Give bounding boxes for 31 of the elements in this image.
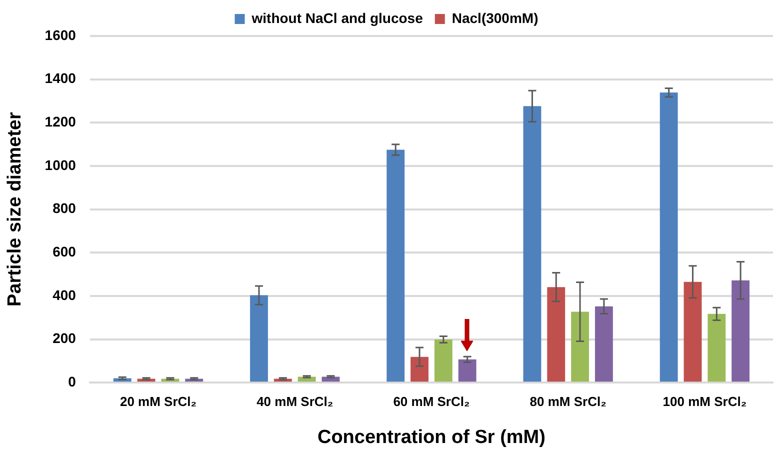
x-tick-label: 20 mM SrCl₂ (120, 394, 197, 409)
bar (571, 312, 589, 382)
y-tick-label: 1200 (44, 114, 76, 130)
x-tick-label: 40 mM SrCl₂ (256, 394, 334, 409)
bar (660, 92, 678, 382)
bar (410, 356, 428, 382)
legend-label: Nacl(300mM) (452, 10, 538, 26)
bar (523, 106, 542, 382)
bar (594, 306, 613, 382)
x-tick-label: 60 mM SrCl₂ (393, 394, 470, 409)
bar (458, 359, 476, 382)
y-tick-label: 1400 (44, 70, 76, 86)
y-tick-label: 800 (52, 200, 76, 216)
x-tick-label: 80 mM SrCl₂ (530, 394, 607, 409)
y-tick-label: 1600 (44, 26, 76, 43)
bar (250, 295, 268, 382)
y-tick-label: 400 (52, 286, 76, 303)
x-tick-label: 100 mM SrCl₂ (662, 394, 747, 409)
y-tick-label: 200 (52, 330, 76, 346)
bar (732, 280, 750, 382)
y-tick-label: 600 (52, 243, 76, 260)
y-axis-title: Particle size diameter (4, 112, 26, 306)
bar (684, 282, 702, 382)
bar (434, 339, 452, 382)
x-axis-title: Concentration of Sr (mM) (317, 426, 546, 448)
y-tick-label: 1000 (44, 156, 76, 173)
bar (708, 314, 726, 382)
bar (386, 150, 405, 382)
bar (547, 287, 566, 382)
y-tick-label: 0 (68, 373, 76, 390)
legend-label: without NaCl and glucose (250, 10, 424, 26)
